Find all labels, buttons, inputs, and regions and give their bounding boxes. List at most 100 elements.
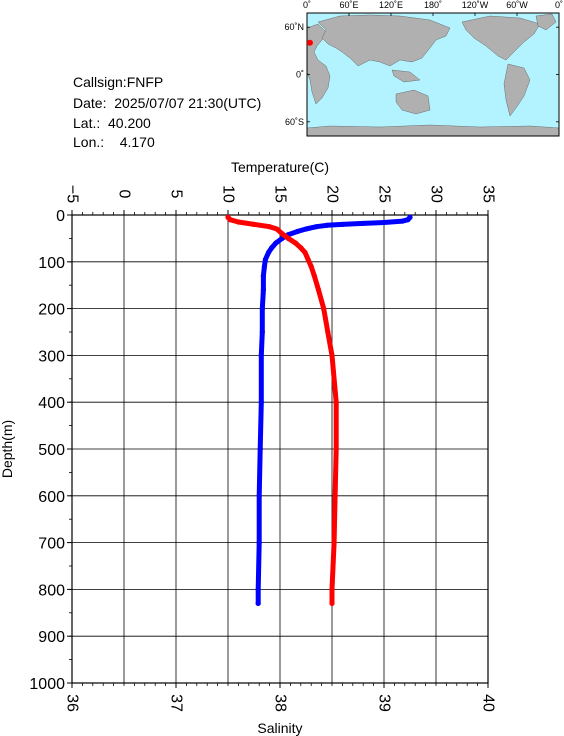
temperature-data-point (256, 540, 262, 546)
salinity-data-point (329, 586, 335, 593)
temperature-data-point (273, 240, 279, 246)
temperature-data-point (262, 256, 269, 263)
y-tick-label: 400 (38, 395, 65, 412)
top-tick-label: 35 (480, 185, 497, 203)
salinity-data-point (333, 399, 339, 405)
top-tick-label: 30 (428, 185, 445, 203)
y-tick-label: 100 (38, 255, 65, 272)
salinity-profile-line (225, 214, 339, 606)
top-tick-label: 0 (116, 190, 133, 199)
temperature-data-point (258, 352, 264, 358)
temperature-data-point (255, 586, 261, 593)
top-axis-title: Temperature(C) (231, 159, 329, 175)
y-tick-label: 700 (38, 536, 65, 553)
temperature-data-point (405, 217, 411, 223)
top-tick-label: 10 (220, 185, 237, 203)
longitude-label: Lon.: 4.170 (73, 134, 155, 150)
temperature-data-point (265, 249, 272, 256)
temperature-data-point (256, 493, 262, 499)
y-tick-label: 800 (38, 582, 65, 599)
y-tick-label: 1000 (29, 676, 65, 693)
salinity-data-point (331, 540, 337, 546)
salinity-data-point (305, 256, 311, 263)
map-lat-label: 60˚N (284, 22, 304, 32)
salinity-data-point (311, 273, 317, 279)
top-tick-label: 20 (324, 185, 341, 203)
temperature-data-point (313, 224, 319, 230)
map-lon-label: 60˚E (339, 0, 358, 10)
bottom-tick-label: 40 (480, 694, 497, 712)
map-land (306, 13, 560, 137)
temperature-data-point (303, 226, 309, 232)
map-lat-label: 0˚ (296, 70, 304, 80)
temperature-data-point (260, 273, 266, 279)
map-lon-label: 60˚W (506, 0, 528, 10)
map-lon-label: 180˚ (424, 0, 442, 10)
top-tick-label: −5 (64, 185, 81, 203)
temperature-data-point (324, 222, 330, 228)
top-tick-label: 15 (272, 185, 289, 203)
callsign-label: Callsign:FNFP (73, 74, 164, 90)
top-tick-label: 5 (168, 190, 185, 199)
bottom-tick-label: 39 (376, 694, 393, 712)
temperature-data-point (260, 287, 266, 293)
temperature-data-point (259, 329, 265, 335)
salinity-data-point (293, 240, 299, 246)
salinity-data-point (315, 287, 322, 293)
y-tick-label: 500 (38, 442, 65, 459)
temperature-data-point (339, 221, 345, 227)
map-lon-label: 120˚W (462, 0, 489, 10)
y-tick-label: 200 (38, 302, 65, 319)
salinity-data-point (235, 219, 241, 225)
salinity-data-point (279, 231, 285, 237)
temperature-data-point (261, 263, 267, 270)
temperature-data-point (400, 218, 406, 224)
salinity-data-point (329, 600, 335, 607)
temperature-data-point (258, 399, 264, 405)
map-lon-label: 120˚E (379, 0, 403, 10)
salinity-data-point (321, 306, 327, 312)
map-lon-label: 0˚ (303, 0, 311, 10)
bottom-tick-label: 37 (168, 694, 185, 712)
temperature-data-point (360, 220, 366, 227)
salinity-data-point (285, 235, 291, 241)
top-tick-label: 25 (376, 185, 393, 203)
temperature-data-point (257, 446, 263, 452)
y-tick-label: 300 (38, 348, 65, 365)
data-series (225, 214, 413, 607)
date-label: Date: 2025/07/07 21:30(UTC) (73, 95, 262, 111)
bottom-axis-title: Salinity (257, 720, 302, 736)
y-tick-label: 600 (38, 489, 65, 506)
temperature-data-point (295, 228, 301, 234)
salinity-data-point (332, 493, 338, 499)
y-axis-title: Depth(m) (0, 420, 15, 478)
axis-ticks: −5 0 5 10 15 20 25 30 35 0 100 200 300 400 500 600 700 80… (29, 185, 496, 712)
map-lon-label: 0˚ (555, 0, 563, 10)
salinity-data-point (325, 329, 331, 335)
map-longitude-ticks: 0˚ 60˚E 120˚E 180˚ 120˚W 60˚W 0˚ (303, 0, 563, 16)
salinity-data-point (329, 352, 335, 358)
salinity-data-point (308, 263, 314, 270)
temperature-data-point (255, 600, 261, 607)
salinity-data-point (227, 217, 233, 223)
bottom-tick-label: 38 (272, 694, 289, 712)
temperature-data-point (259, 306, 265, 312)
station-marker (306, 39, 313, 46)
plot-grid (72, 215, 488, 683)
latitude-label: Lat.: 40.200 (73, 115, 151, 131)
salinity-data-point (267, 224, 273, 230)
salinity-data-point (298, 245, 304, 251)
map-lat-label: 60˚S (285, 117, 304, 127)
map-latitude-ticks: 60˚N 0˚ 60˚S (284, 22, 559, 127)
temperature-data-point (381, 219, 387, 226)
bottom-tick-label: 36 (64, 694, 81, 712)
salinity-data-point (274, 226, 280, 232)
world-map-inset: 0˚ 60˚E 120˚E 180˚ 120˚W 60˚W 0˚ 60˚N 0˚ 60˚S (284, 0, 563, 137)
salinity-data-point (333, 446, 339, 452)
salinity-data-point (251, 221, 257, 227)
temperature-data-point (269, 245, 275, 251)
temperature-profile-line (255, 214, 413, 606)
y-tick-label: 900 (38, 629, 65, 646)
salinity-data-point (302, 249, 308, 256)
